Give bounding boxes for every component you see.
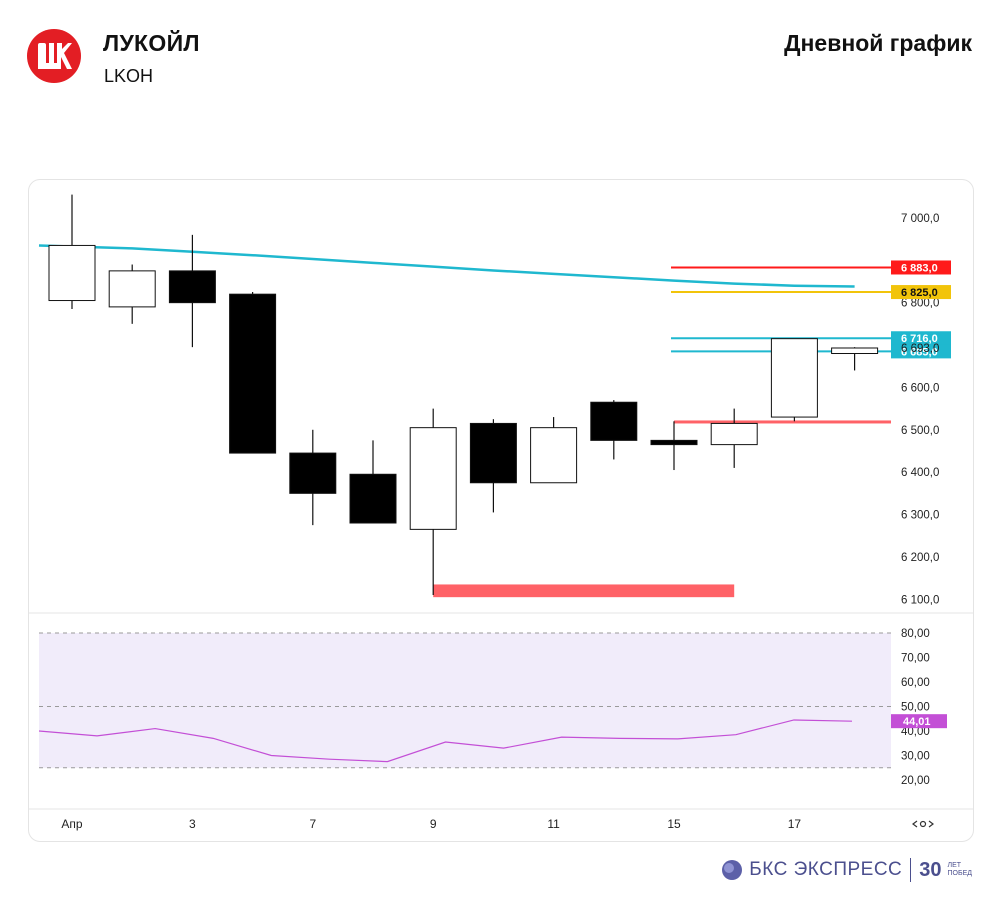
- time-tick-label: 17: [788, 817, 802, 831]
- price-tick-label: 6 600,0: [901, 382, 939, 394]
- candle-body: [710, 422, 758, 446]
- rsi-value-label: 44,01: [903, 716, 931, 728]
- candle-body: [108, 270, 156, 308]
- candle-body: [590, 401, 638, 441]
- price-tick-label: 6 200,0: [901, 552, 939, 564]
- rsi-tick-label: 60,00: [901, 677, 930, 689]
- time-tick-label: 7: [309, 817, 316, 831]
- candle-body: [48, 244, 96, 302]
- price-tick-label: 7 000,0: [901, 213, 939, 225]
- ticker-symbol: LKOH: [104, 66, 154, 86]
- lukoil-logo: [27, 29, 81, 83]
- lukoil-logo-icon: [38, 43, 72, 69]
- candle-body: [469, 422, 517, 484]
- level-badge-label-level-6685: 6 685,0: [901, 346, 938, 358]
- level-badge-level-6685: [891, 344, 951, 359]
- footer-brand-name: БКС ЭКСПРЕСС: [749, 859, 903, 880]
- axis-arrow-right: [928, 820, 934, 828]
- price-tick-label: 6 400,0: [901, 467, 939, 479]
- level-badge-label-level-6825: 6 825,0: [901, 287, 938, 299]
- rsi-value-badge: [891, 714, 947, 729]
- footer-brand: БКС ЭКСПРЕСС 30 ЛЕТ ПОБЕД: [721, 858, 972, 882]
- company-name: ЛУКОЙЛ: [103, 30, 200, 56]
- price-tick-label: 6 100,0: [901, 594, 939, 606]
- price-tick-label: 6 300,0: [901, 510, 939, 522]
- candle-body: [168, 270, 216, 304]
- candle-body: [349, 473, 397, 524]
- rsi-line: [38, 719, 853, 763]
- level-badge-label-resistance: 6 883,0: [901, 262, 938, 274]
- price-tick-label: 6 800,0: [901, 298, 939, 310]
- candle-body: [831, 347, 879, 355]
- footer-separator: [910, 858, 912, 882]
- candle-body: [409, 427, 457, 530]
- footer-years-top: ЛЕТ: [947, 862, 962, 869]
- candle-body: [650, 439, 698, 446]
- chart-period-title: Дневной график: [784, 30, 972, 56]
- level-badge-level-6716: [891, 331, 951, 346]
- chart-panel: 7 000,0 6 800,0 6 600,0 6 500,0 6 400,0 6 300…: [28, 179, 974, 842]
- rsi-tick-label: 50,00: [901, 702, 930, 714]
- footer-years-caption: ЛЕТ ПОБЕД: [948, 862, 972, 878]
- footer-years-bottom: ПОБЕД: [947, 870, 972, 877]
- level-badge-level-6825: [891, 285, 951, 300]
- moving-average-line: [38, 244, 855, 288]
- axis-arrow-left: [912, 820, 918, 828]
- candle-body: [289, 452, 337, 494]
- time-tick-label: 15: [667, 817, 681, 831]
- bks-logo-icon: [722, 860, 743, 880]
- rsi-tick-label: 40,00: [901, 726, 930, 738]
- time-tick-label: 11: [547, 817, 560, 831]
- rsi-band: [39, 633, 891, 768]
- rsi-tick-label: 70,00: [901, 653, 930, 665]
- support-zone-support-lower: [433, 584, 735, 598]
- support-zone-support-upper: [674, 420, 891, 424]
- time-tick-label: 3: [189, 817, 196, 831]
- current-price-label: 6 693,0: [901, 343, 939, 355]
- rsi-tick-label: 20,00: [901, 775, 930, 787]
- level-badge-label-level-6716: 6 716,0: [901, 333, 938, 345]
- candle-body: [770, 338, 818, 418]
- price-tick-label: 6 500,0: [901, 425, 939, 437]
- price-chart: 7 000,0 6 800,0 6 600,0 6 500,0 6 400,0 6 300…: [29, 194, 973, 831]
- axis-dot: [919, 820, 927, 828]
- rsi-tick-label: 80,00: [901, 628, 930, 640]
- time-tick-label: 9: [430, 817, 437, 831]
- rsi-tick-label: 30,00: [901, 751, 930, 763]
- footer-years-number: 30: [919, 858, 942, 881]
- candle-body: [530, 427, 578, 484]
- level-badge-resistance: [891, 260, 951, 275]
- candle-body: [229, 293, 277, 454]
- axis-settings-icon: [912, 820, 934, 828]
- time-tick-label: Апр: [61, 817, 83, 831]
